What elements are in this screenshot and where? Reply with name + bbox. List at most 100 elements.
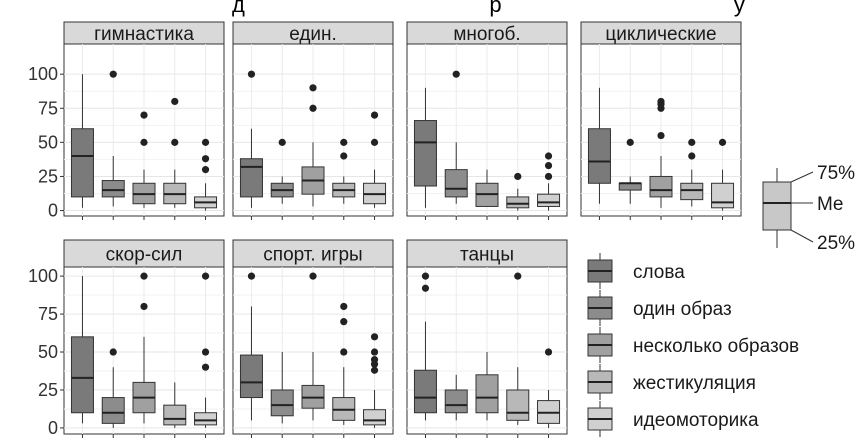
legend-label: идеомоторика: [633, 410, 759, 431]
box-key-label-median: Me: [817, 194, 843, 215]
box-iqr: [444, 169, 468, 198]
panel-strip-label: танцы: [460, 245, 514, 266]
box-outlier: [309, 272, 317, 280]
box-key-pointer-lower: [790, 229, 814, 243]
box-един-несколько-образов: [301, 84, 325, 207]
box-outlier: [544, 152, 553, 160]
facet-panels: гимнастика един. многоб. циклические скор-си…: [63, 21, 742, 438]
box-outlier: [309, 84, 317, 92]
box-outlier: [370, 138, 379, 146]
panel-strip: [232, 239, 394, 268]
box-iqr: [413, 369, 437, 414]
box-iqr: [270, 389, 294, 417]
panel-скор-сил: скор-сил: [63, 239, 225, 438]
box-един-идеомоторика: [363, 111, 387, 208]
box-един-жестикуляция: [332, 138, 356, 204]
panel-strip-label: многоб.: [453, 24, 520, 45]
box-циклические-идеомоторика: [711, 138, 735, 211]
box-outlier: [247, 272, 256, 280]
box-многоб-несколько-образов: [475, 169, 499, 207]
box-outlier: [626, 138, 634, 146]
y-tick-label: 75: [38, 304, 58, 324]
panel-strip-label: спорт. игры: [263, 245, 362, 266]
box-key: 75% Me 25%: [762, 163, 855, 254]
box-спорт-игры-несколько-образов: [301, 272, 325, 421]
y-axes: 0 25 50 75 100 0 25 50 75 100: [28, 64, 64, 438]
box-outlier: [452, 70, 460, 78]
y-tick-label: 25: [38, 380, 58, 400]
box-многоб-идеомоторика: [537, 152, 561, 211]
panel-циклические: циклические: [580, 21, 742, 220]
y-tick-label: 100: [28, 64, 58, 84]
box-спорт-игры-жестикуляция: [332, 302, 356, 425]
box-гимнастика-один-образ: [101, 70, 125, 207]
box-outlier: [109, 348, 117, 356]
panel-спорт-игры: спорт. игры: [232, 239, 394, 438]
box-спорт-игры-идеомоторика: [363, 333, 387, 428]
box-outlier: [718, 138, 727, 146]
box-iqr: [618, 182, 642, 191]
box-outlier: [544, 172, 553, 181]
panel-strip-label: един.: [289, 24, 337, 45]
y-tick-label: 75: [38, 98, 58, 118]
box-outlier: [421, 284, 430, 292]
box-outlier: [688, 138, 696, 146]
box-iqr: [194, 412, 218, 426]
y-tick-label: 0: [48, 418, 58, 438]
box-outlier: [340, 302, 348, 311]
box-един-один-образ: [270, 138, 294, 204]
box-key-label-upper: 75%: [817, 163, 855, 184]
box-многоб-жестикуляция: [506, 172, 530, 211]
y-tick-label: 50: [38, 132, 58, 152]
box-iqr: [70, 336, 94, 414]
box-outlier: [201, 155, 210, 163]
box-outlier: [140, 272, 148, 280]
box-гимнастика-идеомоторика: [194, 138, 218, 211]
legend-label: жестикуляция: [633, 373, 756, 394]
box-iqr: [101, 180, 125, 198]
box-outlier: [657, 131, 665, 140]
box-outlier: [370, 111, 379, 119]
box-iqr: [444, 389, 468, 414]
box-гимнастика-слова: [70, 74, 94, 208]
y-tick-label: 50: [38, 342, 58, 362]
y-tick-label: 0: [48, 201, 58, 221]
box-outlier: [370, 348, 379, 356]
box-iqr: [163, 404, 187, 426]
box-outlier: [201, 166, 210, 174]
box-многоб-один-образ: [444, 70, 468, 204]
box-outlier: [340, 138, 348, 146]
panel-многоб: многоб.: [406, 21, 568, 220]
box-танцы-жестикуляция: [506, 272, 530, 425]
box-iqr: [475, 374, 499, 414]
box-един-слова: [239, 70, 263, 208]
panel-танцы: танцы: [406, 239, 568, 438]
box-outlier: [201, 138, 210, 146]
box-циклические-несколько-образов: [649, 97, 673, 208]
legend-item-4: жестикуляция: [587, 364, 756, 400]
panel-strip: [63, 239, 225, 268]
legend-label: один образ: [633, 299, 732, 320]
box-танцы-один-образ: [444, 374, 468, 421]
box-танцы-несколько-образов: [475, 352, 499, 421]
chart-title-fragment: д р у: [232, 0, 745, 17]
box-key-label-lower: 25%: [817, 233, 855, 254]
box-iqr: [239, 354, 263, 399]
box-outlier: [370, 333, 379, 341]
legend: слова один образ несколько образов жестикул…: [587, 253, 799, 437]
box-key-box: [762, 181, 792, 231]
box-outlier: [109, 70, 117, 78]
box-outlier: [514, 272, 522, 280]
box-iqr: [70, 128, 94, 198]
box-скор-сил-несколько-образов: [132, 272, 156, 424]
box-iqr: [711, 182, 735, 209]
box-iqr: [649, 175, 673, 198]
box-спорт-игры-один-образ: [270, 352, 294, 424]
box-outlier: [370, 356, 379, 364]
legend-label: несколько образов: [633, 336, 799, 357]
box-outlier: [657, 97, 665, 106]
box-циклические-один-образ: [618, 138, 642, 204]
panel-strip-label: гимнастика: [94, 24, 194, 45]
legend-item-3: несколько образов: [587, 327, 799, 363]
